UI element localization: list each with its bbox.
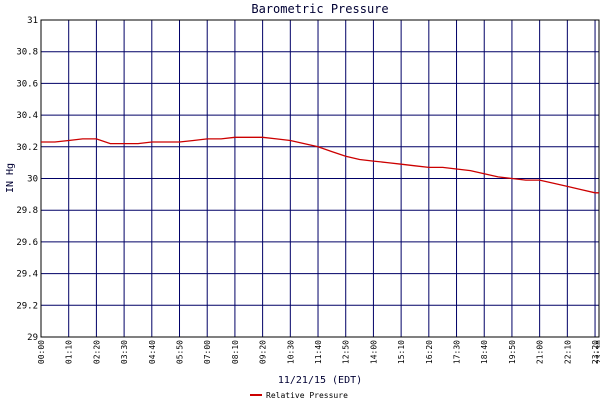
x-tick-label: 22:10	[563, 340, 572, 364]
x-tick-label: 08:10	[231, 340, 240, 364]
x-tick-label: 09:20	[259, 340, 268, 364]
x-tick-label: 17:30	[453, 340, 462, 364]
chart-title: Barometric Pressure	[251, 2, 388, 16]
y-tick-label: 29.2	[16, 301, 38, 311]
x-tick-label: 23:30	[595, 340, 600, 364]
x-tick-label: 10:30	[286, 340, 295, 364]
y-tick-label: 30	[27, 175, 38, 185]
x-tick-label: 00:00	[37, 340, 46, 364]
legend-label: Relative Pressure	[266, 391, 348, 400]
x-tick-label: 04:40	[148, 340, 157, 364]
y-axis-label: IN Hg	[5, 163, 16, 193]
x-axis-ticks: 00:00 01:10 02:20 03:30 04:40 05:50 07:00 08:10…	[37, 340, 600, 364]
x-tick-label: 16:20	[425, 340, 434, 364]
y-tick-label: 29.4	[16, 270, 38, 280]
series-line-relative-pressure	[41, 136, 599, 194]
x-axis-label: 11/21/15 (EDT)	[278, 375, 362, 386]
plot-frame	[40, 19, 600, 338]
x-tick-label: 18:40	[480, 340, 489, 364]
x-tick-label: 01:10	[65, 340, 74, 364]
y-tick-label: 29.6	[16, 238, 38, 248]
x-tick-label: 05:50	[176, 340, 185, 364]
y-tick-label: 29.8	[16, 206, 38, 216]
x-tick-label: 21:00	[536, 340, 545, 364]
y-tick-label: 30.2	[16, 143, 38, 153]
y-tick-label: 30.6	[16, 79, 38, 89]
y-tick-label: 30.8	[16, 48, 38, 58]
y-tick-label: 29	[27, 333, 38, 343]
x-tick-label: 02:20	[92, 340, 101, 364]
x-tick-label: 07:00	[203, 340, 212, 364]
x-tick-label: 19:50	[508, 340, 517, 364]
y-tick-label: 30.4	[16, 111, 38, 121]
x-tick-label: 14:00	[369, 340, 378, 364]
x-tick-label: 03:30	[120, 340, 129, 364]
x-tick-label: 23:20	[591, 340, 600, 364]
x-tick-label: 11:40	[314, 340, 323, 364]
x-tick-label: 12:50	[342, 340, 351, 364]
y-axis-ticks: 29 29.2 29.4 29.6 29.8 30 30.2 30.4 30.6 30.8 31	[16, 16, 38, 343]
x-tick-label: 15:10	[397, 340, 406, 364]
y-tick-label: 31	[27, 16, 38, 26]
